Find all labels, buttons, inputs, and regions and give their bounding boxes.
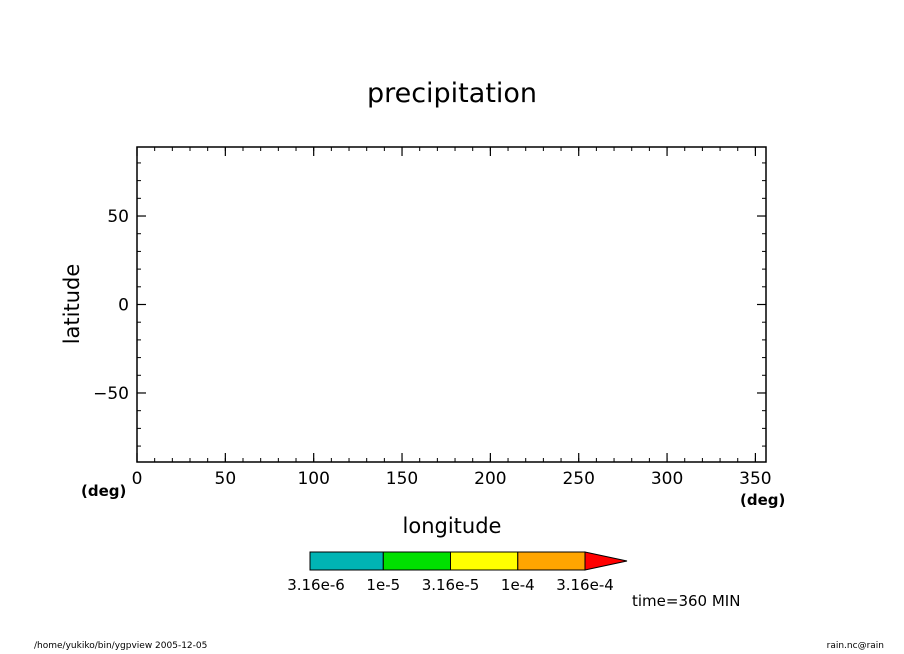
colorbar-tick-label: 1e-5: [366, 576, 400, 594]
x-tick-label: 200: [474, 469, 506, 489]
x-tick-label: 50: [215, 469, 237, 489]
x-tick-label: 0: [132, 469, 143, 489]
x-tick-label: 150: [386, 469, 418, 489]
axis-ticks: [136, 147, 766, 462]
y-axis-label: latitude: [60, 263, 84, 345]
colorbar-tick-label: 1e-4: [501, 576, 535, 594]
colorbar-tick-label: 3.16e-5: [422, 576, 480, 594]
x-tick-label: 100: [297, 469, 329, 489]
y-tick-label: 50: [107, 207, 129, 227]
x-tick-label: 250: [562, 469, 594, 489]
colorbar-tick-label: 3.16e-4: [556, 576, 614, 594]
colorbar-segment: [450, 551, 519, 571]
footer-path: /home/yukiko/bin/ygpview 2005-12-05: [34, 641, 208, 651]
x-axis-unit: (deg): [740, 491, 786, 509]
colorbar-segment: [382, 551, 451, 571]
chart-title: precipitation: [366, 78, 538, 109]
colorbar-extend-arrow: [584, 551, 628, 571]
footer-source: rain.nc@rain: [826, 641, 884, 651]
time-label: time=360 MIN: [632, 592, 741, 610]
y-tick-label: 0: [118, 296, 129, 316]
colorbar-segment: [309, 551, 384, 571]
plot-frame: [136, 146, 767, 463]
x-axis-label: longitude: [402, 514, 502, 538]
y-axis-unit: (deg): [81, 482, 127, 500]
tick-labels: 0 50 100 150 200 250 300 350 −50 0 50: [93, 207, 772, 489]
colorbar: [309, 551, 628, 571]
y-tick-label: −50: [93, 384, 129, 404]
x-tick-label: 300: [651, 469, 683, 489]
colorbar-labels: 3.16e-6 1e-5 3.16e-5 1e-4 3.16e-4: [287, 576, 614, 594]
colorbar-tick-label: 3.16e-6: [287, 576, 345, 594]
colorbar-segment: [517, 551, 586, 571]
x-tick-label: 350: [739, 469, 771, 489]
